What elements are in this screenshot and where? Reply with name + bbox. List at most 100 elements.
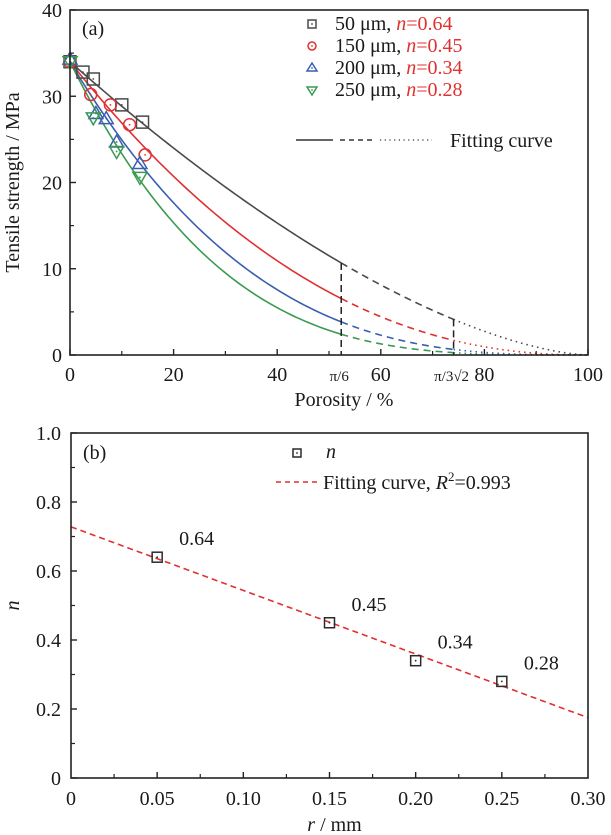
data-point-s3-p2 — [108, 145, 125, 160]
marker-center-dot — [89, 93, 92, 96]
legend-label-n: n — [326, 441, 336, 463]
marker-center-dot — [500, 680, 503, 683]
panel-a-x-axis-label: Porosity / % — [295, 389, 394, 411]
marker-square — [409, 654, 422, 667]
data-point-s1-p1 — [83, 87, 98, 102]
marker-center-dot — [156, 556, 159, 559]
marker-square — [292, 448, 302, 458]
marker-triangle-down — [85, 112, 102, 127]
marker-center-dot — [144, 154, 147, 156]
legend-label-0: 50 μm, n=0.64 — [335, 13, 453, 35]
y-tick-label: 40 — [42, 0, 62, 22]
data-point-s3-p1 — [85, 112, 102, 127]
panel-b-x-axis-label: r / mm — [307, 814, 362, 835]
fit-curve-solid-2 — [69, 61, 342, 323]
legend-marker-n — [292, 448, 302, 458]
panel-b-ticks: 0 0.05 0.10 0.15 0.20 0.25 0.30 0 0.2 0.4 0.6 0.8 1.… — [36, 423, 606, 810]
marker-center-dot — [311, 67, 313, 69]
panel-a-y-axis-label: Tensile strength / MPa — [2, 92, 24, 272]
panel-b-x-axis-label-unit: / mm — [315, 814, 362, 835]
x-tick-label: 60 — [371, 364, 391, 386]
x-tick-label: 0.20 — [398, 788, 433, 810]
y-tick-label: 0.2 — [36, 699, 61, 721]
fit-curve-solid-0 — [69, 61, 342, 264]
marker-triangle-up — [131, 155, 149, 170]
x-tick-label: 40 — [267, 364, 287, 386]
marker-square — [76, 65, 90, 79]
legend-marker-2 — [305, 61, 319, 72]
panel-a: 0 20 40 60 80 100 0 10 20 30 40 π/6 π/3√2 (a) Porosi… — [2, 0, 603, 411]
x-tick-label: 0 — [65, 364, 75, 386]
fit-curve-dotted-0 — [453, 318, 589, 356]
fit-curve-dashed-3 — [340, 333, 454, 354]
data-point-s0-p2 — [86, 72, 101, 86]
data-point-s1-p2 — [103, 98, 118, 112]
legend-n-value: =0.45 — [416, 35, 462, 57]
marker-square — [86, 72, 101, 86]
legend-n-symbol: n — [396, 13, 406, 35]
marker-square — [323, 617, 336, 629]
fit-curve-dashed-2 — [340, 321, 454, 351]
marker-square — [496, 675, 508, 688]
marker-triangle-up — [305, 61, 319, 72]
data-label-3: 0.28 — [524, 652, 559, 674]
data-point-1 — [323, 617, 336, 629]
x-tick-label: 0.05 — [140, 788, 175, 810]
marker-square — [151, 551, 163, 563]
y-tick-label: 0 — [51, 768, 61, 790]
marker-square — [135, 115, 150, 129]
legend-r-superscript: 2 — [448, 469, 455, 484]
panel-b-x-axis-label-var: r — [307, 814, 315, 835]
marker-center-dot — [120, 103, 123, 106]
data-point-3 — [496, 675, 508, 688]
marker-center-dot — [92, 116, 95, 119]
legend-n-symbol: n — [406, 35, 416, 57]
legend-label-2: 200 μm, n=0.34 — [335, 57, 463, 79]
marker-center-dot — [115, 141, 118, 143]
marker-square — [307, 19, 317, 29]
marker-triangle-down — [108, 145, 125, 160]
legend-n-value: =0.28 — [416, 79, 462, 101]
marker-center-dot — [328, 621, 331, 624]
marker-center-dot — [311, 23, 313, 25]
legend-marker-0 — [307, 19, 317, 29]
legend-n-value: =0.34 — [416, 57, 462, 79]
panel-b-y-axis-label: n — [2, 601, 24, 611]
y-tick-label: 0.6 — [36, 561, 61, 583]
marker-center-dot — [128, 123, 131, 126]
panel-a-plot-frame — [69, 9, 589, 356]
marker-triangle-down — [305, 86, 319, 97]
legend-marker-1 — [307, 41, 317, 51]
data-point-s1-p3 — [122, 117, 137, 132]
x-tick-label: 0.15 — [312, 788, 347, 810]
legend-n-symbol: n — [406, 57, 416, 79]
panel-b: 0.640.450.340.28 0 0.05 0.10 0.15 0.20 0.25 0.… — [2, 423, 606, 835]
legend-fit-label: Fitting curve, R2=0.993 — [323, 469, 511, 494]
marker-center-dot — [414, 659, 417, 662]
marker-center-dot — [139, 176, 141, 179]
y-tick-label: 0.8 — [36, 492, 61, 514]
y-tick-label: 0 — [52, 345, 62, 367]
x-tick-label: 100 — [573, 364, 603, 386]
legend-fit-label: Fitting curve — [450, 130, 553, 152]
x-tick-label: 0.25 — [484, 788, 519, 810]
marker-center-dot — [311, 89, 313, 91]
marker-center-dot — [82, 71, 84, 73]
y-tick-label: 20 — [42, 173, 62, 195]
legend-r-value: =0.993 — [454, 472, 510, 494]
data-label-1: 0.45 — [352, 594, 387, 616]
y-tick-label: 30 — [42, 86, 62, 108]
legend-n-symbol: n — [406, 79, 416, 101]
panel-a-ticks: 0 20 40 60 80 100 0 10 20 30 40 π/6 π/3√2 — [42, 0, 603, 386]
data-point-s0-p4 — [135, 115, 150, 129]
fit-curve-dashed-0 — [340, 262, 454, 321]
panel-b-data-points: 0.64 0.45 0.34 0.28 — [151, 528, 559, 688]
marker-center-dot — [109, 103, 112, 106]
panel-b-label: (b) — [83, 442, 106, 464]
panel-b-legend: n Fitting curve, R2=0.993 — [276, 441, 511, 494]
y-tick-label: 1.0 — [36, 423, 61, 445]
legend-label-3: 250 μm, n=0.28 — [335, 79, 463, 101]
fit-curve-solid-3 — [69, 61, 342, 336]
x-tick-label: 20 — [164, 364, 184, 386]
